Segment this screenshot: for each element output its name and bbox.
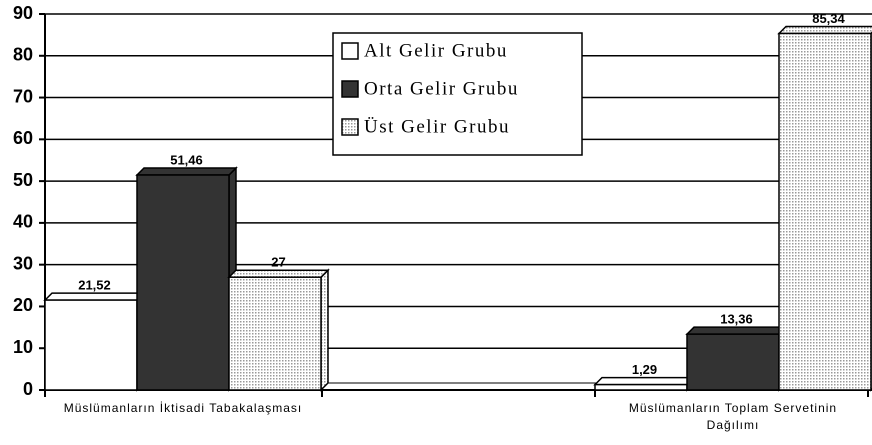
y-tick-label: 90 [13,3,33,23]
x-tick-label: Müslümanların İktisadi Tabakalaşması [63,401,303,415]
legend-label: Alt Gelir Grubu [364,40,508,61]
y-tick-label: 50 [13,170,33,190]
bar-top [685,326,788,335]
y-tick-label: 80 [13,45,33,65]
y-tick-label: 0 [23,379,33,399]
value-label: 27 [271,255,285,270]
legend-swatch [341,42,359,60]
bar [686,333,780,391]
bar [44,299,138,391]
bar [594,383,688,391]
legend-box [332,32,583,156]
value-label: 85,34 [812,11,845,26]
y-tick-label: 70 [13,86,33,106]
bar-side [320,268,329,392]
y-tick-label: 20 [13,295,33,315]
y-tick-label: 40 [13,212,33,232]
bar-top [777,25,872,35]
y-tick-label: 10 [13,337,33,357]
x-tick-label: Müslümanların Toplam Servetinin Dağılımı [628,401,838,432]
value-label: 21,52 [78,278,111,293]
legend-swatch [341,118,359,136]
value-label: 13,36 [720,312,753,327]
bar [778,32,872,391]
y-tick-label: 30 [13,253,33,273]
bar [228,276,322,391]
legend-label: Orta Gelir Grubu [364,78,519,99]
legend-swatch [341,80,359,98]
value-label: 51,46 [170,152,203,167]
bar-top [135,167,238,176]
value-label: 1,29 [632,362,657,377]
bar-top [43,292,146,301]
bar-top [593,376,696,386]
y-tick-label: 60 [13,128,33,148]
legend-label: Üst Gelir Grubu [364,116,510,137]
bar-top [227,269,330,278]
bar [136,174,230,391]
